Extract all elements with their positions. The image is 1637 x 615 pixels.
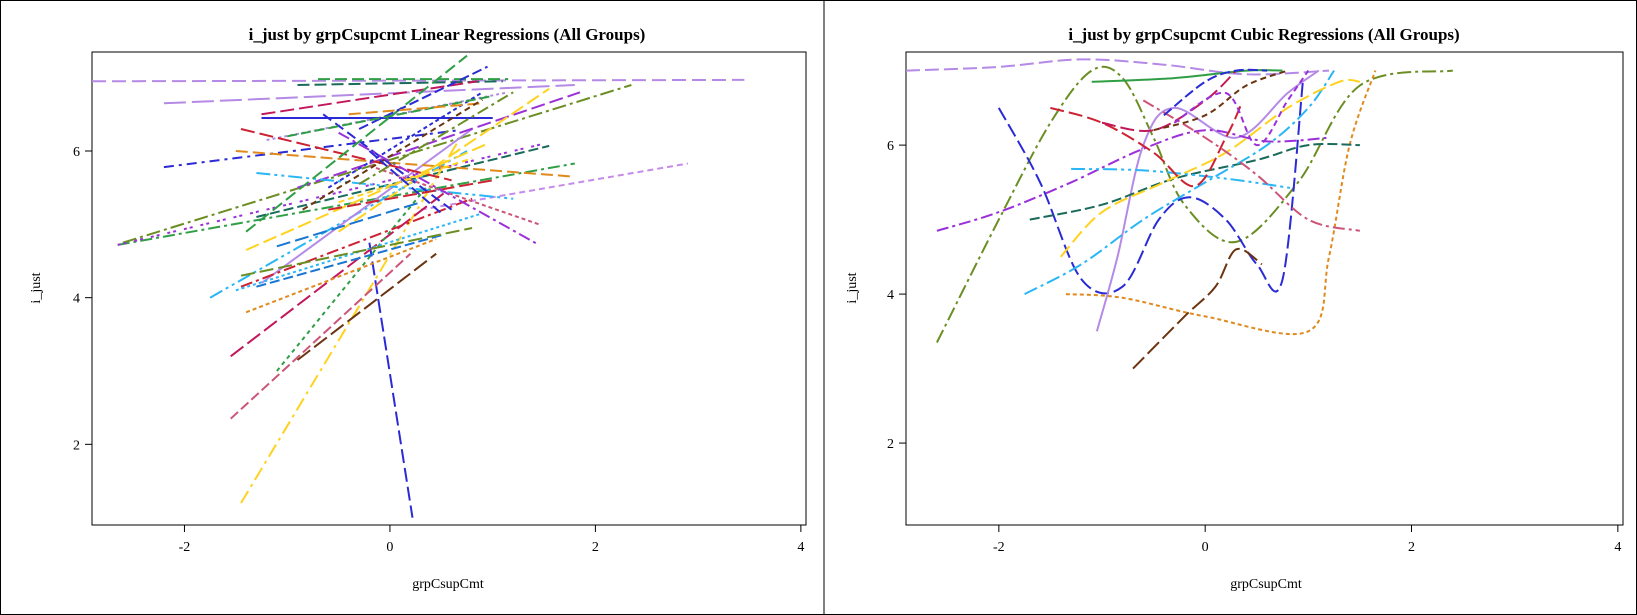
cubic-x-tick-label: 0 [1202, 540, 1209, 555]
cubic-chart-title: i_just by grpCsupcmt Cubic Regressions (… [1068, 25, 1459, 44]
cubic-series-line-6 [1065, 70, 1377, 336]
cubic-series-line-2 [936, 65, 1453, 343]
linear-axes: -2 0 2 4 2 4 6 [73, 145, 804, 555]
cubic-series-line-14 [1101, 69, 1237, 132]
linear-series-line-45 [368, 150, 442, 215]
linear-series-line-32 [261, 80, 478, 116]
linear-series-line-27 [256, 172, 514, 200]
cubic-x-axis-label: grpCsupCmt [1230, 577, 1302, 592]
linear-series-line-10 [240, 143, 458, 504]
cubic-y-tick-label: 6 [887, 139, 894, 154]
linear-series-line-17 [260, 128, 473, 284]
cubic-series-line-9 [936, 129, 1330, 232]
cubic-regressions-panel: i_just by grpCsupcmt Cubic Regressions (… [845, 25, 1624, 592]
linear-series-line-42 [302, 98, 483, 211]
linear-series-line-24 [235, 150, 575, 178]
linear-series-line-12 [230, 190, 448, 358]
cubic-series-line-17 [1163, 68, 1268, 117]
cubic-x-tick-label: 4 [1614, 540, 1621, 555]
linear-series-line-9 [163, 129, 457, 169]
cubic-series-line-13 [1050, 103, 1243, 188]
linear-series-line-1 [91, 78, 745, 83]
linear-series-line-15 [296, 252, 437, 361]
cubic-y-tick-label: 4 [887, 288, 894, 303]
linear-series-line-6 [117, 142, 545, 246]
linear-series-line-2 [163, 84, 575, 105]
linear-plot-area [91, 51, 807, 526]
cubic-axes: -2 0 2 4 2 4 6 [887, 139, 1621, 555]
linear-regressions-panel: i_just by grpCsupcmt Linear Regressions … [29, 25, 807, 592]
linear-series-line-40 [287, 95, 493, 138]
cubic-plot-area [905, 51, 1624, 526]
cubic-x-tick-label: -2 [993, 540, 1005, 555]
linear-series-line-33 [245, 54, 468, 233]
cubic-series-line-10 [1024, 70, 1335, 295]
linear-chart-title: i_just by grpCsupcmt Linear Regressions … [249, 25, 646, 44]
linear-series-line-23 [297, 91, 581, 189]
linear-y-axis-label: i_just [29, 272, 44, 303]
linear-series-line-4 [122, 84, 632, 244]
cubic-series-line-16 [1173, 70, 1310, 147]
linear-x-tick-label: -2 [179, 540, 191, 555]
cubic-series-line-1 [905, 58, 1330, 76]
cubic-series-line-7 [1132, 247, 1263, 370]
linear-series-line-5 [117, 162, 575, 246]
cubic-series-line-4 [997, 77, 1305, 295]
cubic-series-group [905, 58, 1453, 370]
cubic-y-tick-label: 2 [887, 437, 894, 452]
cubic-x-tick-label: 2 [1408, 540, 1415, 555]
linear-x-tick-label: 0 [386, 540, 393, 555]
linear-series-line-36 [240, 227, 473, 277]
linear-series-line-43 [276, 201, 421, 248]
cubic-series-line-8 [1029, 143, 1360, 221]
linear-x-axis-label: grpCsupCmt [412, 577, 484, 592]
linear-series-line-8 [256, 144, 550, 218]
linear-series-line-18 [245, 238, 437, 314]
linear-series-line-39 [338, 131, 540, 246]
linear-series-line-31 [240, 128, 452, 182]
linear-x-tick-label: 2 [592, 540, 599, 555]
linear-series-line-46 [358, 91, 514, 185]
linear-series-line-37 [328, 179, 493, 211]
linear-series-line-21 [245, 142, 488, 251]
linear-series-line-16 [209, 150, 468, 299]
linear-series-line-19 [240, 197, 473, 288]
cubic-series-line-12 [1071, 167, 1294, 190]
cubic-series-line-18 [1153, 69, 1289, 132]
linear-series-line-44 [338, 157, 473, 204]
cubic-y-axis-label: i_just [845, 272, 860, 303]
linear-series-line-14 [230, 252, 412, 420]
cubic-series-line-5 [1095, 69, 1320, 332]
linear-series-group [91, 54, 745, 518]
linear-series-line-29 [322, 113, 453, 211]
linear-y-tick-label: 4 [73, 292, 80, 307]
linear-x-tick-label: 4 [797, 540, 804, 555]
linear-y-tick-label: 6 [73, 145, 80, 160]
linear-y-tick-label: 2 [73, 438, 80, 453]
linear-series-line-22 [235, 212, 483, 292]
linear-series-line-20 [256, 234, 442, 288]
linear-series-line-34 [358, 65, 488, 130]
linear-series-line-25 [338, 87, 550, 233]
linear-series-line-41 [348, 102, 483, 116]
linear-series-line-35 [327, 91, 483, 189]
linear-series-line-11 [368, 242, 414, 518]
